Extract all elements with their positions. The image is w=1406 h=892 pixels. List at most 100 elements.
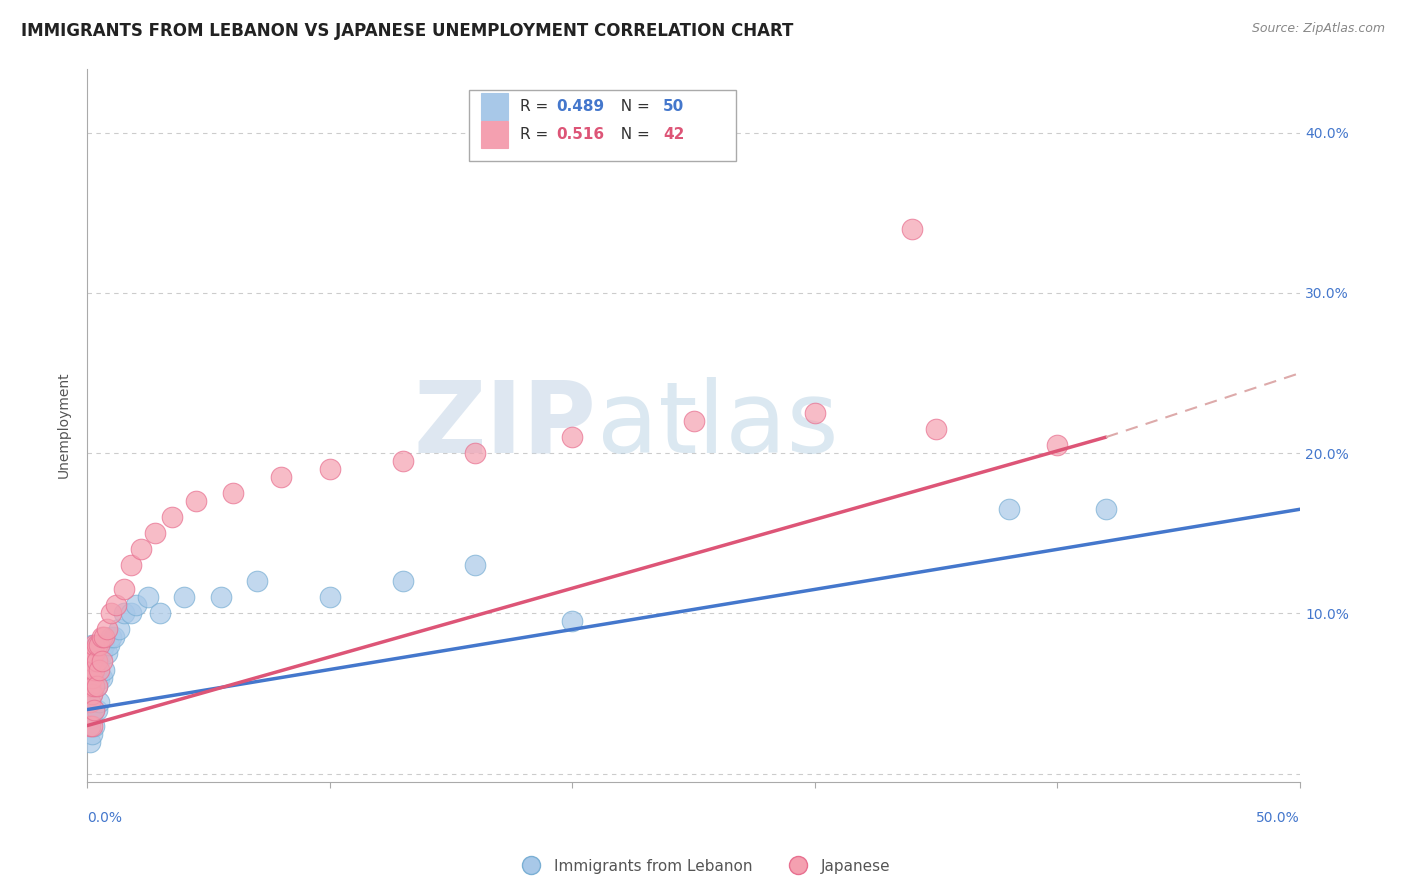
Text: N =: N = — [612, 99, 655, 114]
Point — [222, 486, 245, 500]
Text: ZIP: ZIP — [413, 376, 596, 474]
Point — [103, 631, 125, 645]
Point — [90, 655, 112, 669]
Point — [80, 671, 103, 685]
Point — [100, 607, 122, 621]
Legend: Immigrants from Lebanon, Japanese: Immigrants from Lebanon, Japanese — [509, 853, 897, 880]
Point — [83, 702, 105, 716]
Point — [79, 734, 101, 748]
Point — [83, 702, 105, 716]
Point — [1046, 438, 1069, 452]
Point — [319, 462, 342, 476]
Point — [186, 494, 208, 508]
Point — [83, 663, 105, 677]
Point — [464, 558, 486, 573]
Point — [80, 687, 103, 701]
Point — [86, 655, 108, 669]
Point — [120, 607, 142, 621]
Point — [561, 615, 583, 629]
Text: N =: N = — [612, 128, 655, 143]
Point — [80, 710, 103, 724]
Point — [96, 647, 118, 661]
Text: 50.0%: 50.0% — [1257, 811, 1301, 824]
Point — [86, 702, 108, 716]
Point — [925, 422, 948, 436]
Bar — [481, 93, 508, 120]
Point — [173, 591, 195, 605]
Point — [561, 430, 583, 444]
Text: 0.516: 0.516 — [557, 128, 605, 143]
Point — [80, 671, 103, 685]
Point — [86, 663, 108, 677]
Point — [79, 710, 101, 724]
Point — [160, 510, 183, 524]
Point — [100, 631, 122, 645]
Point — [143, 526, 166, 541]
Point — [80, 639, 103, 653]
Point — [80, 663, 103, 677]
Point — [86, 655, 108, 669]
Point — [998, 502, 1021, 516]
Point — [79, 671, 101, 685]
Point — [98, 639, 121, 653]
Point — [86, 679, 108, 693]
Point — [89, 695, 111, 709]
Point — [89, 639, 111, 653]
Text: R =: R = — [520, 99, 554, 114]
Point — [391, 574, 413, 589]
Point — [90, 671, 112, 685]
Point — [83, 679, 105, 693]
Point — [270, 470, 292, 484]
Point — [1095, 502, 1118, 516]
Point — [80, 687, 103, 701]
Point — [901, 221, 924, 235]
Point — [83, 671, 105, 685]
Point — [79, 718, 101, 732]
Point — [93, 639, 115, 653]
Point — [90, 647, 112, 661]
FancyBboxPatch shape — [470, 90, 737, 161]
Point — [80, 718, 103, 732]
Point — [80, 647, 103, 661]
Text: Source: ZipAtlas.com: Source: ZipAtlas.com — [1251, 22, 1385, 36]
Point — [90, 631, 112, 645]
Point — [83, 639, 105, 653]
Text: atlas: atlas — [596, 376, 838, 474]
Text: IMMIGRANTS FROM LEBANON VS JAPANESE UNEMPLOYMENT CORRELATION CHART: IMMIGRANTS FROM LEBANON VS JAPANESE UNEM… — [21, 22, 793, 40]
Point — [79, 695, 101, 709]
Point — [136, 591, 159, 605]
Point — [129, 542, 152, 557]
Text: 42: 42 — [664, 128, 685, 143]
Point — [89, 655, 111, 669]
Point — [80, 655, 103, 669]
Text: 0.489: 0.489 — [557, 99, 605, 114]
Point — [107, 623, 129, 637]
Point — [120, 558, 142, 573]
Text: 50: 50 — [664, 99, 685, 114]
Point — [96, 623, 118, 637]
Point — [124, 599, 146, 613]
Point — [79, 679, 101, 693]
Point — [86, 639, 108, 653]
Point — [83, 655, 105, 669]
Point — [682, 414, 704, 428]
Point — [80, 726, 103, 740]
Point — [112, 582, 135, 597]
Point — [79, 663, 101, 677]
Point — [79, 695, 101, 709]
Point — [105, 599, 128, 613]
Point — [83, 647, 105, 661]
Bar — [481, 121, 508, 148]
Point — [209, 591, 232, 605]
Y-axis label: Unemployment: Unemployment — [58, 372, 72, 478]
Point — [93, 663, 115, 677]
Point — [86, 639, 108, 653]
Point — [246, 574, 269, 589]
Point — [391, 454, 413, 468]
Point — [149, 607, 172, 621]
Point — [319, 591, 342, 605]
Point — [83, 679, 105, 693]
Point — [112, 607, 135, 621]
Text: 0.0%: 0.0% — [87, 811, 122, 824]
Point — [93, 631, 115, 645]
